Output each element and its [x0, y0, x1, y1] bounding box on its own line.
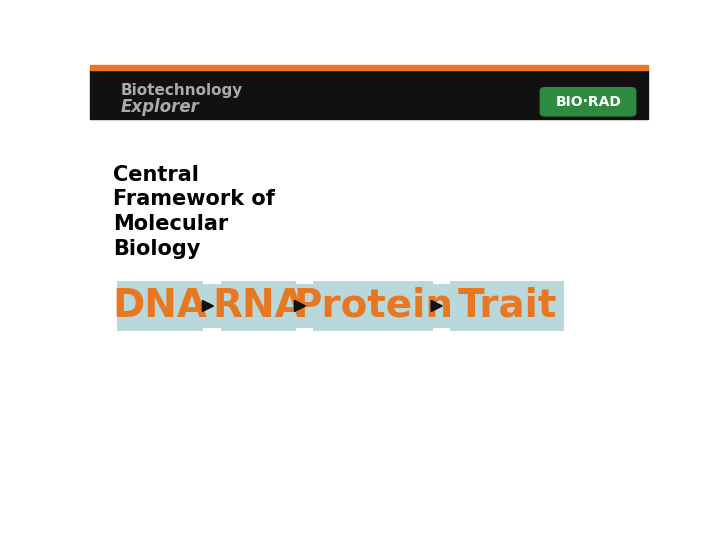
Bar: [90, 70, 648, 119]
Text: Explorer: Explorer: [121, 98, 199, 116]
FancyBboxPatch shape: [540, 87, 636, 116]
Bar: [90, 65, 648, 70]
Text: Biotechnology: Biotechnology: [121, 83, 243, 98]
Text: RNA: RNA: [212, 287, 305, 325]
Bar: [450, 281, 564, 331]
Text: Trait: Trait: [457, 287, 557, 325]
Text: BIO·RAD: BIO·RAD: [555, 95, 621, 109]
Text: DNA: DNA: [112, 287, 207, 325]
Bar: [117, 284, 564, 328]
Text: Central
Framework of
Molecular
Biology: Central Framework of Molecular Biology: [114, 165, 275, 259]
Bar: [117, 281, 203, 331]
Text: Protein: Protein: [293, 287, 453, 325]
Bar: [313, 281, 433, 331]
Bar: [221, 281, 297, 331]
